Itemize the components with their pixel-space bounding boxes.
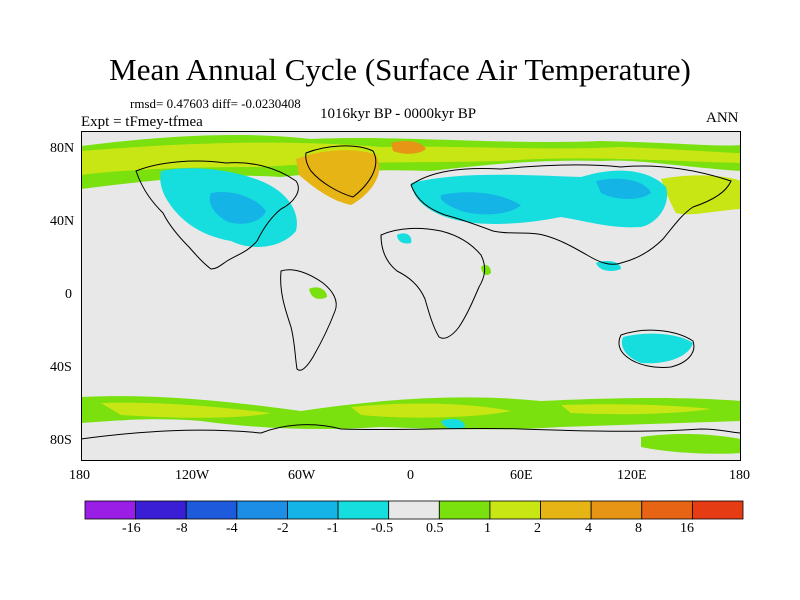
colorbar-box [388,500,440,520]
lon-label-60w: 60W [288,468,316,483]
lon-label-180w: 180 [69,468,90,483]
stats-text: rmsd= 0.47603 diff= -0.0230408 [130,96,301,111]
colorbar-tick-neg2: -2 [277,521,289,536]
colorbar-tick-neg8: -8 [176,521,188,536]
lon-label-120e: 120E [617,468,647,483]
colorbar-box [540,500,592,520]
north-america-cool-core [209,191,266,224]
colorbar-box [287,500,339,520]
colorbar-box [135,500,187,520]
colorbar-tick-neg4: -4 [226,521,238,536]
colorbar-box [641,500,693,520]
lat-label-80s: 80S [50,433,72,448]
southern-ocean-yellow-band [101,402,711,418]
experiment-text: Expt = tFmey-tfmea [81,114,203,130]
africa-warm-patch [481,265,491,275]
colorbar-box [438,500,491,520]
colorbar-tick-neg1: -1 [327,521,339,536]
colorbar-tick-neg16: -16 [122,521,141,536]
season-label: ANN [706,110,739,126]
sahara-cool-patch [397,233,412,244]
colorbar-box [590,500,643,520]
lon-label-0: 0 [407,468,414,483]
colorbar-box [489,500,541,520]
lat-label-40n: 40N [50,214,75,229]
antarctica-cool-patch [441,419,465,429]
lon-label-60e: 60E [510,468,533,483]
colorbar-box [185,500,238,520]
colorbar-box [236,500,288,520]
colorbar-tick-05: 0.5 [426,521,444,536]
colorbar-tick-2: 2 [534,521,541,536]
colorbar-tick-16: 16 [680,521,694,536]
colorbar-tick-neg05: -0.5 [371,521,394,536]
ne-asia-warm-region [661,175,741,215]
period-text: 1016kyr BP - 0000kyr BP [320,106,477,122]
lon-label-180e: 180 [729,468,750,483]
eurasia-cool-core [440,192,521,215]
south-america-warm-patch [309,287,327,299]
colorbar-tick-1: 1 [484,521,491,536]
colorbar-box [691,500,744,520]
se-asia-cool-patch [596,261,621,271]
map-frame [81,131,741,461]
colorbar-tick-4: 4 [585,521,592,536]
greenland-warm-anomaly [296,150,380,205]
coastlines [81,145,741,440]
temperature-map [81,131,741,461]
plot-title: Mean Annual Cycle (Surface Air Temperatu… [109,52,691,87]
lat-label-80n: 80N [50,141,75,156]
colorbar-tick-8: 8 [635,521,642,536]
lat-label-40s: 40S [50,360,72,375]
lat-label-0: 0 [65,287,72,302]
lon-label-120w: 120W [175,468,210,483]
antarctica-warm-region [641,433,741,454]
colorbar-box [337,500,390,520]
siberia-cool-core [596,178,651,199]
colorbar-box [84,500,137,520]
arctic-hotspot [391,141,426,154]
arctic-yellow-band [81,142,741,175]
australia-cool-region [621,333,693,364]
colorbar [84,500,744,520]
